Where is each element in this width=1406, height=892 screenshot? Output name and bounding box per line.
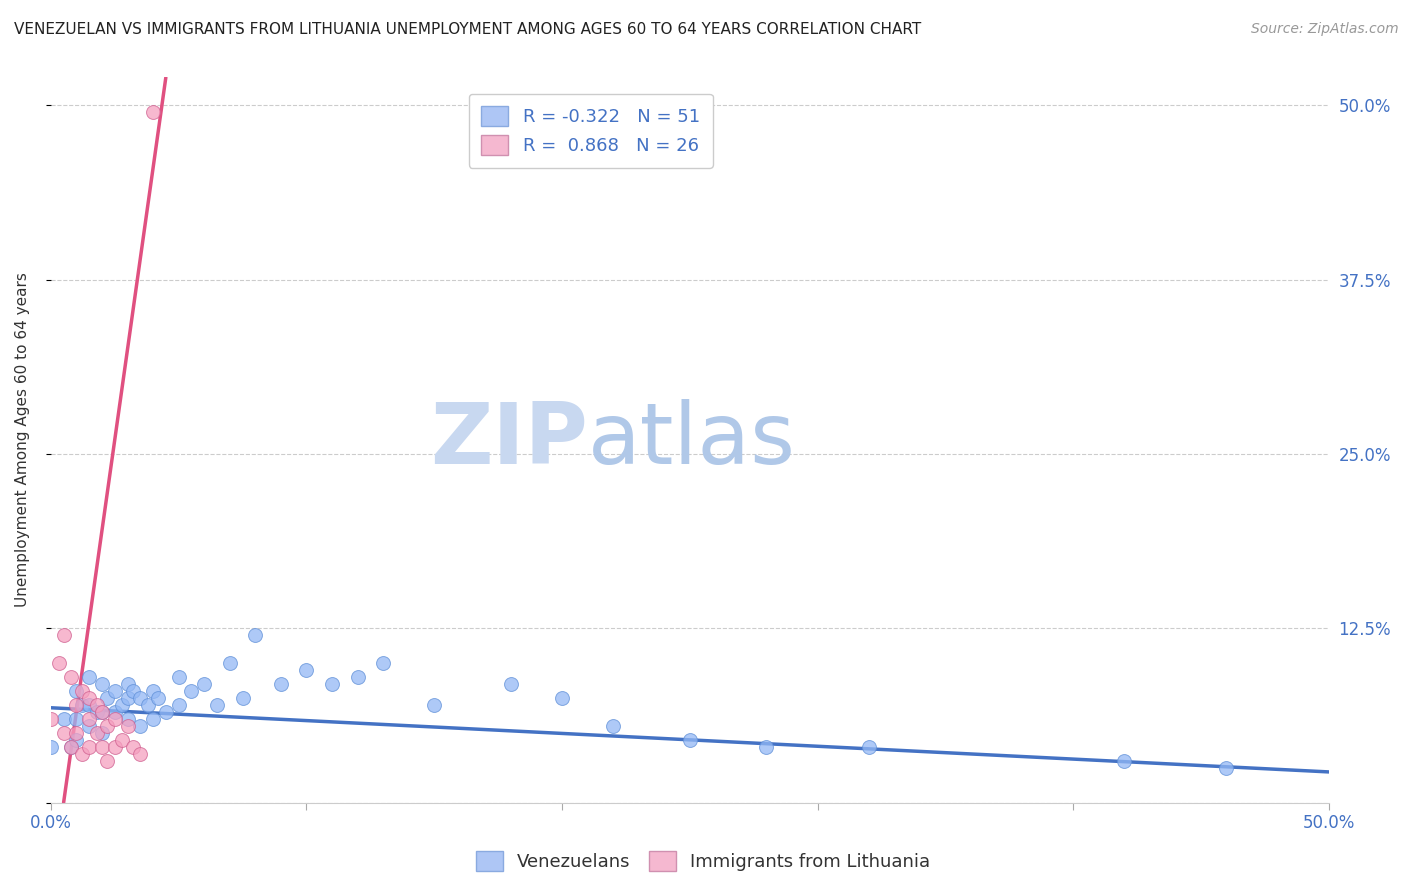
Point xyxy=(65,712,87,726)
Point xyxy=(321,677,343,691)
Point xyxy=(65,726,87,740)
Point xyxy=(111,732,134,747)
Point xyxy=(39,712,62,726)
Point xyxy=(104,712,127,726)
Point xyxy=(60,670,83,684)
Point xyxy=(60,739,83,754)
Point xyxy=(48,656,70,670)
Point xyxy=(65,698,87,712)
Point xyxy=(1114,754,1136,768)
Point xyxy=(551,691,574,706)
Point xyxy=(270,677,292,691)
Point xyxy=(91,677,114,691)
Point xyxy=(52,712,75,726)
Legend: R = -0.322   N = 51, R =  0.868   N = 26: R = -0.322 N = 51, R = 0.868 N = 26 xyxy=(468,94,713,168)
Point xyxy=(423,698,446,712)
Point xyxy=(52,628,75,642)
Point xyxy=(245,628,267,642)
Point xyxy=(96,754,118,768)
Point xyxy=(104,739,127,754)
Point xyxy=(371,656,394,670)
Point xyxy=(155,705,177,719)
Point xyxy=(70,698,93,712)
Point xyxy=(231,691,253,706)
Legend: Venezuelans, Immigrants from Lithuania: Venezuelans, Immigrants from Lithuania xyxy=(468,844,938,879)
Point xyxy=(193,677,215,691)
Point xyxy=(129,747,152,761)
Point xyxy=(142,105,165,120)
Point xyxy=(679,732,702,747)
Text: ZIP: ZIP xyxy=(430,399,588,482)
Point xyxy=(77,739,100,754)
Point xyxy=(146,691,169,706)
Point xyxy=(205,698,228,712)
Point xyxy=(602,719,624,733)
Point xyxy=(39,739,62,754)
Point xyxy=(346,670,368,684)
Point xyxy=(121,739,143,754)
Point xyxy=(755,739,778,754)
Point xyxy=(96,719,118,733)
Point xyxy=(117,719,139,733)
Point xyxy=(65,684,87,698)
Point xyxy=(91,705,114,719)
Point xyxy=(121,684,143,698)
Point xyxy=(218,656,240,670)
Point xyxy=(86,698,108,712)
Point xyxy=(499,677,522,691)
Text: Source: ZipAtlas.com: Source: ZipAtlas.com xyxy=(1251,22,1399,37)
Point xyxy=(77,712,100,726)
Point xyxy=(858,739,880,754)
Point xyxy=(111,698,134,712)
Point xyxy=(77,719,100,733)
Point xyxy=(180,684,202,698)
Point xyxy=(52,726,75,740)
Point xyxy=(86,726,108,740)
Point xyxy=(136,698,159,712)
Point xyxy=(117,712,139,726)
Point xyxy=(70,747,93,761)
Point xyxy=(60,739,83,754)
Point xyxy=(86,705,108,719)
Y-axis label: Unemployment Among Ages 60 to 64 years: Unemployment Among Ages 60 to 64 years xyxy=(15,273,30,607)
Point xyxy=(70,684,93,698)
Point xyxy=(295,663,318,677)
Point xyxy=(91,705,114,719)
Point xyxy=(91,726,114,740)
Point xyxy=(104,705,127,719)
Point xyxy=(65,732,87,747)
Point xyxy=(142,684,165,698)
Point xyxy=(77,691,100,706)
Point xyxy=(167,698,190,712)
Point xyxy=(77,670,100,684)
Point xyxy=(96,691,118,706)
Text: VENEZUELAN VS IMMIGRANTS FROM LITHUANIA UNEMPLOYMENT AMONG AGES 60 TO 64 YEARS C: VENEZUELAN VS IMMIGRANTS FROM LITHUANIA … xyxy=(14,22,921,37)
Point xyxy=(129,719,152,733)
Point xyxy=(129,691,152,706)
Point xyxy=(117,691,139,706)
Point xyxy=(91,739,114,754)
Point xyxy=(142,712,165,726)
Point xyxy=(104,684,127,698)
Text: atlas: atlas xyxy=(588,399,796,482)
Point xyxy=(77,698,100,712)
Point xyxy=(117,677,139,691)
Point xyxy=(1215,761,1237,775)
Point xyxy=(167,670,190,684)
